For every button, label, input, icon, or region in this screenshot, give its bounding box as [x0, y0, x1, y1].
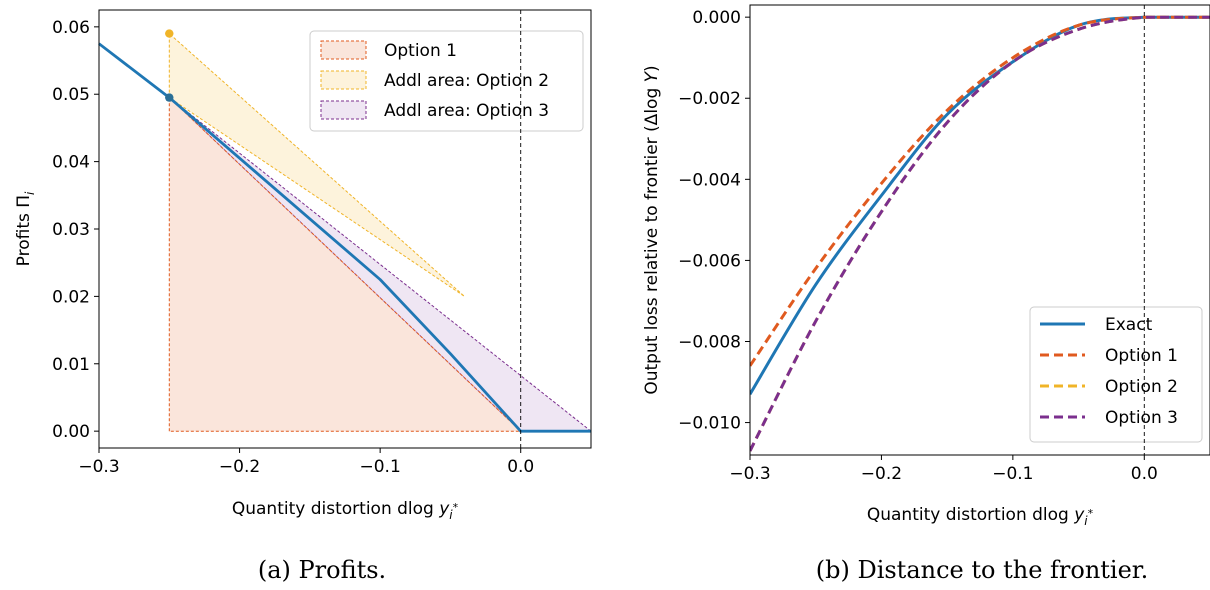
- chart-a-legend-label-2: Addl area: Option 2: [384, 71, 549, 91]
- chart-b-legend-label-1: Exact: [1105, 315, 1153, 335]
- chart-a-xtick-label: −0.1: [360, 457, 401, 477]
- chart-b-frame: [749, 4, 1210, 456]
- chart-b-legend-label-2: Option 1: [1105, 346, 1178, 366]
- chart-b-legend-box: [1029, 306, 1203, 443]
- chart-a-legend-swatch-1: [320, 40, 367, 60]
- chart-b-axes: −0.3 −0.2 −0.1 0.0 0.000 −0.002 −0.004 −0.006 −0…: [678, 4, 1210, 484]
- chart-a-area-option-1: [168, 96, 522, 432]
- chart-a-ytick-label: 0.04: [52, 153, 90, 173]
- chart-a-legend-label-3: Addl area: Option 3: [384, 101, 549, 121]
- chart-a-legend-box: [309, 30, 584, 132]
- chart-a-point-option-2: [165, 29, 174, 38]
- chart-a-xtick-label: 0.0: [507, 457, 534, 477]
- caption-b: (b) Distance to the frontier.: [815, 556, 1149, 584]
- chart-b-line-option-3: [750, 15, 1210, 452]
- chart-a-ytick-label: 0.01: [52, 355, 90, 375]
- chart-b-series: [750, 15, 1210, 452]
- chart-b-legend-label-3: Option 2: [1105, 377, 1178, 397]
- chart-a-profit-line: [98, 42, 591, 433]
- chart-a-xtick-label: −0.2: [219, 457, 260, 477]
- chart-b: Quantity distortion dlog yi* Output loss …: [642, 15, 1210, 528]
- chart-b-legend: Exact Option 1 Option 2 Option 3: [1029, 306, 1203, 443]
- chart-a-ytick-label: 0.05: [52, 85, 90, 105]
- chart-b-ytick-label: 0.000: [692, 8, 741, 28]
- chart-a-area-option-2: [168, 32, 465, 297]
- chart-a-xtick-label: −0.3: [78, 457, 119, 477]
- chart-b-ytick-label: −0.004: [678, 170, 741, 190]
- chart-a-ylabel: Profits Πi: [14, 191, 37, 266]
- chart-a-legend-swatch-3: [320, 100, 367, 120]
- chart-b-xtick-label: −0.3: [729, 464, 770, 484]
- chart-b-legend-label-4: Option 3: [1105, 408, 1178, 428]
- chart-a: Quantity distortion dlog yi* Profits Πi Op…: [14, 29, 593, 522]
- chart-a-axes: −0.3 −0.2 −0.1 0.0 0.00 0.01 0.02 0.03 0.04 0.05 0…: [52, 9, 592, 477]
- chart-b-ytick-label: −0.010: [678, 414, 741, 434]
- chart-a-ytick-label: 0.02: [52, 287, 90, 307]
- chart-a-legend-label-1: Option 1: [384, 41, 457, 61]
- chart-b-xtick-label: 0.0: [1131, 464, 1158, 484]
- chart-b-line-exact: [750, 15, 1210, 395]
- chart-b-line-option-1: [750, 15, 1210, 367]
- chart-a-ytick-label: 0.03: [52, 220, 90, 240]
- chart-b-xtick-label: −0.1: [992, 464, 1033, 484]
- chart-a-ytick-label: 0.00: [52, 422, 90, 442]
- chart-b-ylabel: Output loss relative to frontier (Δlog Y…: [642, 65, 662, 394]
- chart-a-ytick-label: 0.06: [52, 18, 90, 38]
- chart-b-ytick-label: −0.002: [678, 89, 741, 109]
- chart-b-ytick-label: −0.006: [678, 251, 741, 271]
- chart-a-point-option-1: [165, 93, 174, 102]
- chart-b-ytick-label: −0.008: [678, 332, 741, 352]
- caption-a: (a) Profits.: [257, 556, 387, 584]
- chart-a-legend-swatch-2: [320, 70, 367, 90]
- chart-b-xlabel: Quantity distortion dlog yi*: [867, 505, 1094, 528]
- chart-a-legend: Option 1 Addl area: Option 2 Addl area: Op…: [309, 30, 584, 132]
- chart-b-xtick-label: −0.2: [861, 464, 902, 484]
- chart-a-xlabel: Quantity distortion dlog yi*: [232, 499, 459, 522]
